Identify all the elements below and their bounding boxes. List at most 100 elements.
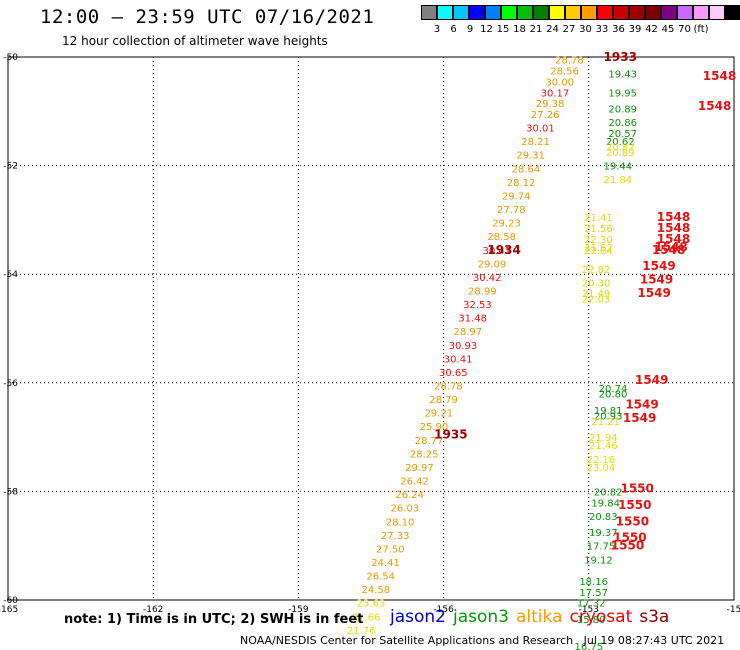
swh-value-label: 21.49	[582, 289, 611, 300]
swh-value-label: 30.93	[449, 341, 478, 352]
swh-value-label: 20.93	[594, 411, 623, 422]
swh-value-label: 22.84	[584, 246, 613, 257]
swh-value-label: 20.89	[606, 148, 635, 159]
swh-value-label: 30.41	[483, 246, 512, 257]
swh-value-label: 29.21	[424, 409, 453, 420]
swh-value-label: 22.03	[582, 295, 611, 306]
scale-swatch	[549, 5, 565, 20]
time-label: 1548	[654, 240, 687, 254]
time-label: 1549	[623, 411, 656, 425]
swh-value-label: 20.30	[582, 278, 611, 289]
swh-value-label: 21.94	[589, 433, 618, 444]
x-tick-label: -15	[727, 605, 740, 615]
swh-value-label: 30.00	[545, 77, 574, 88]
swh-value-label: 21.41	[584, 213, 613, 224]
x-tick-label: -162	[143, 605, 163, 615]
satellite-legend: jason2 jason3 altika cryosat s3a	[390, 607, 676, 627]
swh-value-label: 17.32	[577, 599, 606, 610]
swh-value-label: 28.99	[468, 286, 497, 297]
time-label: 1548	[657, 210, 690, 224]
swh-value-label: 29.97	[405, 463, 434, 474]
swh-value-label: 28.56	[550, 67, 579, 78]
scale-swatch	[581, 5, 597, 20]
swh-value-label: 29.31	[516, 151, 545, 162]
time-label: 1548	[652, 243, 685, 257]
swh-value-label: 20.82	[606, 143, 635, 154]
swh-value-label: 28.79	[429, 395, 458, 406]
x-tick-label: -153	[579, 605, 599, 615]
scale-swatch	[533, 5, 549, 20]
time-label: 1549	[640, 273, 673, 287]
swh-value-label: 22.30	[584, 235, 613, 246]
scale-swatch	[485, 5, 501, 20]
swh-value-label: 21.76	[347, 626, 376, 637]
swh-value-label: 18.16	[579, 577, 608, 588]
swh-value-label: 23.04	[587, 463, 616, 474]
scale-swatch	[629, 5, 645, 20]
scale-label: 12	[480, 24, 493, 35]
scale-swatch	[437, 5, 453, 20]
legend-entry: altika	[516, 607, 563, 627]
scale-swatch	[421, 5, 437, 20]
swh-value-label: 28.77	[415, 436, 444, 447]
swh-value-label: 26.24	[395, 490, 424, 501]
time-label: 1548	[657, 232, 690, 246]
swh-value-label: 25.90	[420, 422, 449, 433]
time-label: 1550	[616, 514, 649, 528]
swh-value-label: 19.44	[604, 162, 633, 173]
swh-value-label: 27.26	[531, 110, 560, 121]
swh-value-label: 28.58	[487, 232, 516, 243]
page-subtitle: 12 hour collection of altimeter wave hei…	[62, 34, 328, 48]
y-tick-label: -52	[3, 162, 18, 172]
scale-label: 18	[513, 24, 526, 35]
swh-value-label: 21.56	[584, 224, 613, 235]
swh-value-label: 27.50	[376, 544, 405, 555]
swh-value-label: 28.64	[512, 164, 541, 175]
swh-value-label: 29.09	[478, 259, 507, 270]
scale-swatch	[597, 5, 613, 20]
swh-value-label: 17.57	[579, 588, 608, 599]
scale-label: 24	[546, 24, 559, 35]
swh-value-label: 30.01	[526, 124, 555, 135]
scale-label: 45	[661, 24, 675, 35]
swh-value-label: 22.16	[587, 455, 616, 466]
scale-label: 27	[562, 24, 576, 35]
time-label: 1548	[657, 221, 690, 235]
swh-value-label: 15.80	[577, 615, 606, 626]
swh-value-label: 28.78	[434, 382, 463, 393]
scale-label: 42	[645, 24, 658, 35]
swh-value-label: 16.75	[574, 642, 603, 650]
swh-value-label: 22.82	[582, 265, 611, 276]
swh-value-label: 21.62	[584, 243, 613, 254]
swh-value-label: 19.12	[584, 555, 613, 566]
time-label: 1549	[635, 373, 668, 387]
swh-value-label: 32.53	[463, 300, 492, 311]
time-label: 1935	[434, 427, 467, 441]
swh-value-label: 27.78	[497, 205, 526, 216]
swh-value-label: 21.21	[591, 417, 620, 428]
scale-label: 21	[529, 24, 543, 35]
scale-label: 70	[678, 24, 691, 35]
time-label: 1550	[611, 539, 644, 553]
swh-value-label: 30.42	[473, 273, 502, 284]
footer-credit: NOAA/NESDIS Center for Satellite Applica…	[240, 634, 725, 647]
swh-value-label: 28.78	[555, 56, 584, 67]
time-label: 1934	[487, 243, 520, 257]
swh-value-label: 28.25	[410, 449, 439, 460]
swh-value-label: 20.74	[599, 384, 628, 395]
scale-swatch	[517, 5, 533, 20]
scale-swatch	[645, 5, 661, 20]
swh-value-label: 19.37	[589, 528, 618, 539]
swh-value-label: 29.74	[502, 191, 531, 202]
swh-value-label: 26.03	[391, 504, 420, 515]
swh-value-label: 21.66	[352, 612, 381, 623]
scale-label: 9	[466, 24, 474, 35]
time-label: 1549	[642, 259, 675, 273]
swh-value-label: 28.21	[521, 137, 550, 148]
y-tick-label: -58	[3, 487, 18, 497]
legend-entry: cryosat	[569, 607, 633, 627]
swh-value-label: 19.84	[591, 498, 620, 509]
scale-swatch	[565, 5, 581, 20]
swh-value-label: 20.86	[608, 118, 637, 129]
